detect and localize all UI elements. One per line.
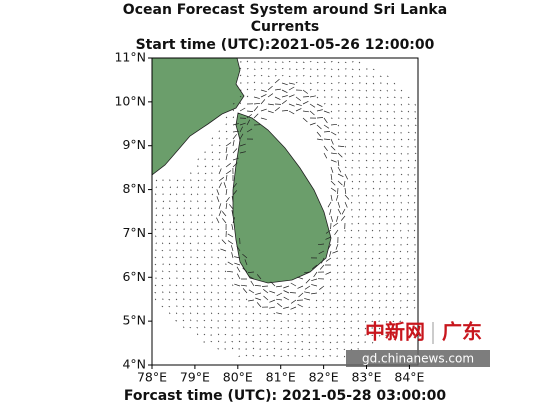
y-tick-label: 11°N [114,50,146,65]
subtitle: Currents [251,19,320,35]
plot-area [151,57,419,366]
watermark: 中新网 广东 gd.chinanews.com [346,320,490,367]
x-tick-label: 82°E [309,370,339,385]
x-tick-label: 78°E [137,370,167,385]
frame [151,57,419,366]
forecast-time: Forcast time (UTC): 2021-05-28 03:00:00 [124,388,446,404]
title: Ocean Forecast System around Sri Lanka [123,2,447,18]
current-vectors [154,60,417,358]
start-time: Start time (UTC):2021-05-26 12:00:00 [136,37,435,53]
sri-lanka [232,112,332,284]
vector-field [154,60,417,358]
y-tick-label: 6°N [122,269,146,284]
y-tick-label: 5°N [122,313,146,328]
x-tick-label: 81°E [266,370,296,385]
y-tick-label: 8°N [122,181,146,196]
x-tick-label: 84°E [394,370,424,385]
x-tick-label: 79°E [180,370,210,385]
url-bar [346,350,490,367]
y-tick-label: 7°N [122,225,146,240]
watermark-url: gd.chinanews.com [362,352,474,366]
india-coast [151,57,245,176]
watermark-region: 广东 [442,320,482,344]
x-tick-label: 83°E [351,370,381,385]
y-tick-label: 10°N [114,93,146,108]
watermark-brand: 中新网 [365,320,425,344]
y-tick-label: 4°N [122,357,146,372]
y-tick-label: 9°N [122,137,146,152]
x-tick-label: 80°E [223,370,253,385]
